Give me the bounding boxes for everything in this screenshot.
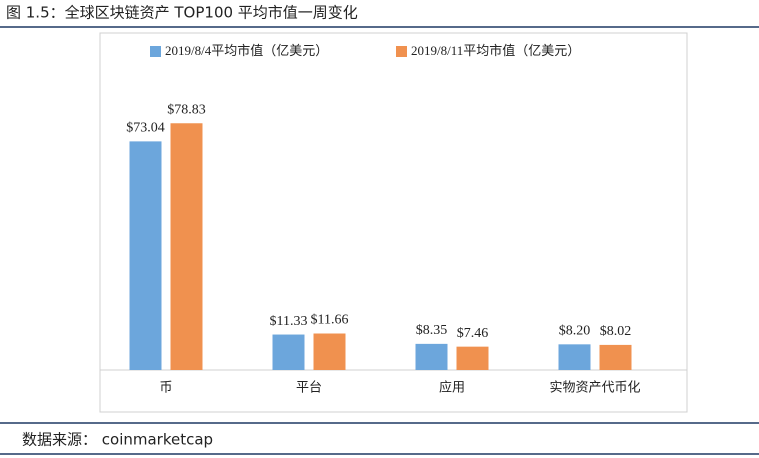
bar [599,344,632,370]
data-label: $11.66 [311,313,349,328]
data-label: $73.04 [126,121,165,136]
data-label: $8.35 [416,323,448,338]
bar [415,343,448,370]
plot-frame [99,32,688,413]
x-tick-label: 应用 [439,380,465,396]
x-tick-label: 平台 [296,381,322,396]
legend-label: 2019/8/11平均市值（亿美元） [411,43,580,58]
bar [558,344,591,370]
data-label: $78.83 [167,102,206,117]
data-label: $8.02 [600,324,632,339]
bar [129,141,162,370]
data-label: $7.46 [457,326,489,341]
legend-swatch [396,46,407,57]
bar [272,334,305,370]
legend-label: 2019/8/4平均市值（亿美元） [165,43,328,58]
data-label: $11.33 [270,314,308,329]
source: 数据来源： coinmarketcap [22,431,213,449]
legend-swatch [150,46,161,57]
bar [456,346,489,370]
x-tick-label: 币 [159,381,172,396]
bar [170,123,203,370]
bar [313,333,346,370]
data-label: $8.20 [559,324,591,339]
chart-title: 图 1.5：全球区块链资产 TOP100 平均市值一周变化 [6,4,358,22]
x-tick-label: 实物资产代币化 [549,381,640,396]
